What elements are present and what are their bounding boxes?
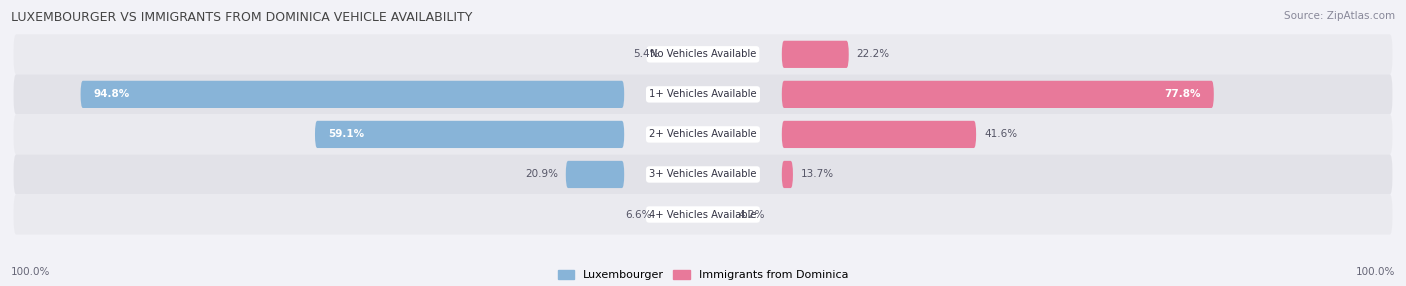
Text: 59.1%: 59.1% [328, 130, 364, 139]
FancyBboxPatch shape [782, 41, 849, 68]
FancyBboxPatch shape [565, 161, 624, 188]
Text: 3+ Vehicles Available: 3+ Vehicles Available [650, 170, 756, 179]
FancyBboxPatch shape [14, 34, 1392, 74]
Text: 20.9%: 20.9% [524, 170, 558, 179]
Text: 100.0%: 100.0% [1355, 267, 1395, 277]
FancyBboxPatch shape [14, 114, 1392, 154]
Text: 22.2%: 22.2% [856, 49, 890, 59]
Legend: Luxembourger, Immigrants from Dominica: Luxembourger, Immigrants from Dominica [558, 270, 848, 281]
Text: 41.6%: 41.6% [984, 130, 1017, 139]
Text: 4.2%: 4.2% [738, 210, 765, 219]
Text: 5.4%: 5.4% [633, 49, 659, 59]
FancyBboxPatch shape [14, 154, 1392, 194]
FancyBboxPatch shape [782, 121, 976, 148]
Text: 100.0%: 100.0% [11, 267, 51, 277]
Text: 1+ Vehicles Available: 1+ Vehicles Available [650, 90, 756, 99]
Text: No Vehicles Available: No Vehicles Available [650, 49, 756, 59]
Text: 2+ Vehicles Available: 2+ Vehicles Available [650, 130, 756, 139]
FancyBboxPatch shape [782, 161, 793, 188]
Text: 6.6%: 6.6% [626, 210, 652, 219]
Text: 4+ Vehicles Available: 4+ Vehicles Available [650, 210, 756, 219]
FancyBboxPatch shape [315, 121, 624, 148]
FancyBboxPatch shape [80, 81, 624, 108]
Text: 13.7%: 13.7% [801, 170, 834, 179]
Text: 94.8%: 94.8% [94, 90, 129, 99]
Text: 77.8%: 77.8% [1164, 90, 1201, 99]
FancyBboxPatch shape [14, 74, 1392, 114]
Text: LUXEMBOURGER VS IMMIGRANTS FROM DOMINICA VEHICLE AVAILABILITY: LUXEMBOURGER VS IMMIGRANTS FROM DOMINICA… [11, 11, 472, 24]
FancyBboxPatch shape [14, 194, 1392, 235]
Text: Source: ZipAtlas.com: Source: ZipAtlas.com [1284, 11, 1395, 21]
FancyBboxPatch shape [782, 81, 1213, 108]
